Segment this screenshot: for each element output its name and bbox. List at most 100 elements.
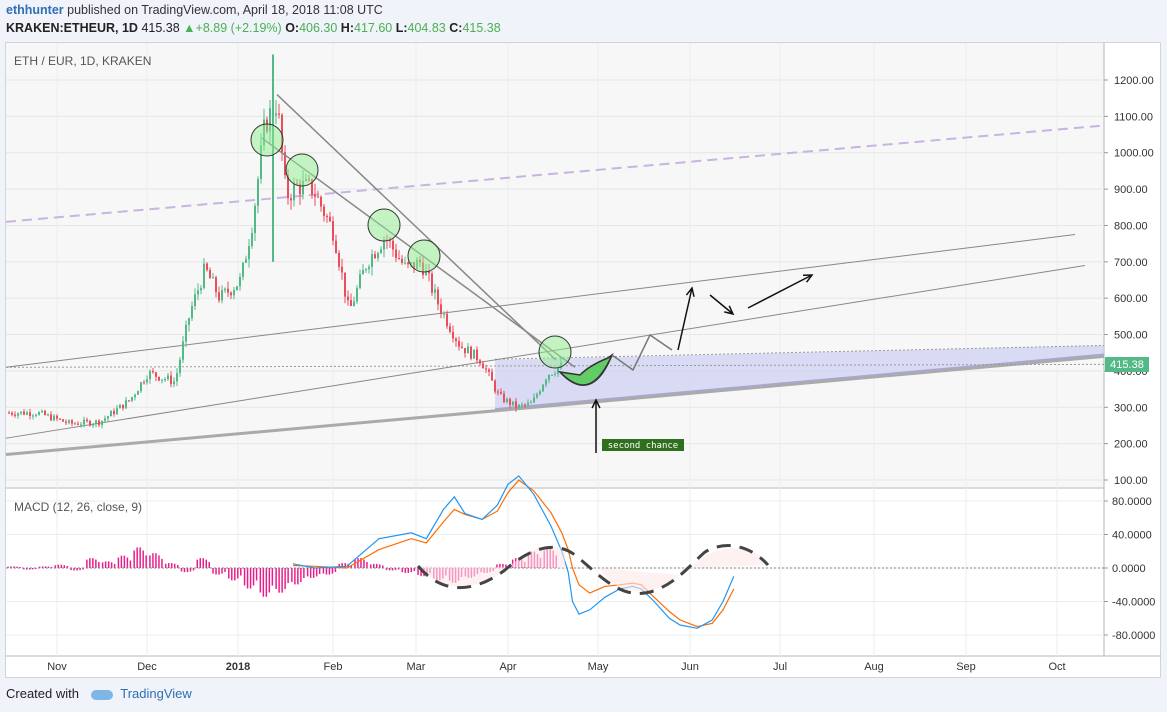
- price-channel: [5, 124, 1105, 457]
- macd-pane: [6, 475, 1104, 629]
- candle-body: [440, 304, 442, 315]
- candle-body: [269, 108, 271, 132]
- tradingview-link[interactable]: TradingView: [120, 686, 192, 701]
- candle-body: [86, 419, 88, 421]
- macd-tick-label: 80.0000: [1112, 496, 1152, 508]
- price-tick-label: 1200.00: [1114, 75, 1154, 87]
- candle-body: [260, 145, 262, 179]
- second-chance-label: second chance: [602, 439, 684, 451]
- candle-body: [362, 270, 364, 275]
- candle-body: [113, 410, 115, 415]
- candle-body: [407, 262, 409, 265]
- candle-body: [47, 414, 49, 416]
- candle-body: [338, 252, 340, 267]
- candle-body: [251, 232, 253, 247]
- candle-body: [380, 249, 382, 253]
- candle-body: [173, 381, 175, 385]
- candle-body: [539, 391, 541, 395]
- candle-body: [527, 402, 529, 405]
- candle-body: [521, 404, 523, 406]
- candle-body: [143, 382, 145, 384]
- up-arrow-icon: ▲: [183, 21, 196, 35]
- candle-body: [377, 252, 379, 259]
- candle-body: [320, 196, 322, 207]
- candle-body: [230, 292, 232, 296]
- candle-body: [158, 376, 160, 381]
- candle-body: [65, 421, 67, 423]
- candle-body: [476, 349, 478, 361]
- candle-body: [62, 419, 64, 422]
- candle-body: [35, 414, 37, 416]
- touch-circle: [285, 153, 319, 187]
- candle-body: [206, 263, 208, 270]
- candle-body: [455, 338, 457, 341]
- candle-body: [257, 178, 259, 206]
- candle-body: [194, 294, 196, 307]
- price-tick-label: 1100.00: [1114, 111, 1153, 123]
- arrow-up-2: [747, 274, 813, 309]
- candle-body: [227, 288, 229, 293]
- candle-body: [437, 289, 439, 305]
- support-line: [5, 354, 1105, 457]
- candle-body: [80, 424, 82, 426]
- macd-tick-label: -80.0000: [1112, 630, 1155, 642]
- candle-body: [443, 313, 445, 315]
- last-price-tag: 415.38: [1105, 357, 1149, 372]
- candle-body: [203, 263, 205, 289]
- high-value: 417.60: [354, 21, 393, 35]
- candle-body: [287, 175, 289, 199]
- ticker-line: KRAKEN:ETHEUR, 1D 415.38 ▲+8.89 (+2.19%)…: [6, 21, 501, 35]
- candle-body: [284, 152, 286, 176]
- price-tick-label: 200.00: [1114, 439, 1148, 451]
- candle-body: [20, 411, 22, 414]
- channel-upper: [494, 344, 1105, 360]
- candle-body: [74, 423, 76, 425]
- candle-body: [428, 270, 430, 274]
- cup-outline: [559, 354, 613, 386]
- publish-header: ethhunter published on TradingView.com, …: [6, 3, 383, 17]
- candle-body: [353, 301, 355, 307]
- price-tick-label: 1000.00: [1114, 148, 1154, 160]
- last-price-tag-text: 415.38: [1110, 359, 1144, 371]
- candle-body: [17, 413, 19, 416]
- candle-body: [239, 276, 241, 287]
- candle-body: [137, 391, 139, 395]
- candle-body: [545, 379, 547, 385]
- candle-body: [446, 313, 448, 327]
- candle-body: [341, 266, 343, 273]
- candle-body: [323, 206, 325, 217]
- candle-body: [248, 246, 250, 260]
- footer-created-with: Created with: [6, 686, 79, 701]
- candle-body: [44, 410, 46, 416]
- candle-body: [176, 373, 178, 382]
- candle-body: [71, 420, 73, 424]
- candle-body: [29, 412, 31, 416]
- candle-body: [473, 349, 475, 359]
- candle-body: [107, 416, 109, 419]
- candle-body: [185, 324, 187, 342]
- candle-body: [77, 423, 79, 425]
- candle-body: [191, 306, 193, 319]
- second-chance-text: second chance: [608, 441, 678, 451]
- published-text: published on TradingView.com, April 18, …: [67, 3, 383, 17]
- candle-body: [500, 392, 502, 394]
- axes: 1200.00 1100.00 1000.00 900.00 800.00 700.00 6…: [47, 75, 1155, 673]
- candle-body: [359, 274, 361, 289]
- candle-body: [56, 415, 58, 419]
- candle-body: [347, 296, 349, 301]
- candle-body: [536, 394, 538, 398]
- candle-body: [32, 415, 34, 417]
- candle-body: [542, 384, 544, 392]
- candle-body: [509, 398, 511, 406]
- author-link[interactable]: ethhunter: [6, 3, 64, 17]
- candle-body: [188, 318, 190, 325]
- candle-body: [395, 249, 397, 259]
- time-tick-label: May: [588, 661, 609, 673]
- time-tick-label: Jun: [681, 661, 699, 673]
- candle-body: [146, 379, 148, 383]
- resistance-line-1: [276, 94, 557, 361]
- candle-body: [401, 258, 403, 263]
- touch-circle: [250, 123, 284, 157]
- macd-line: [292, 475, 735, 629]
